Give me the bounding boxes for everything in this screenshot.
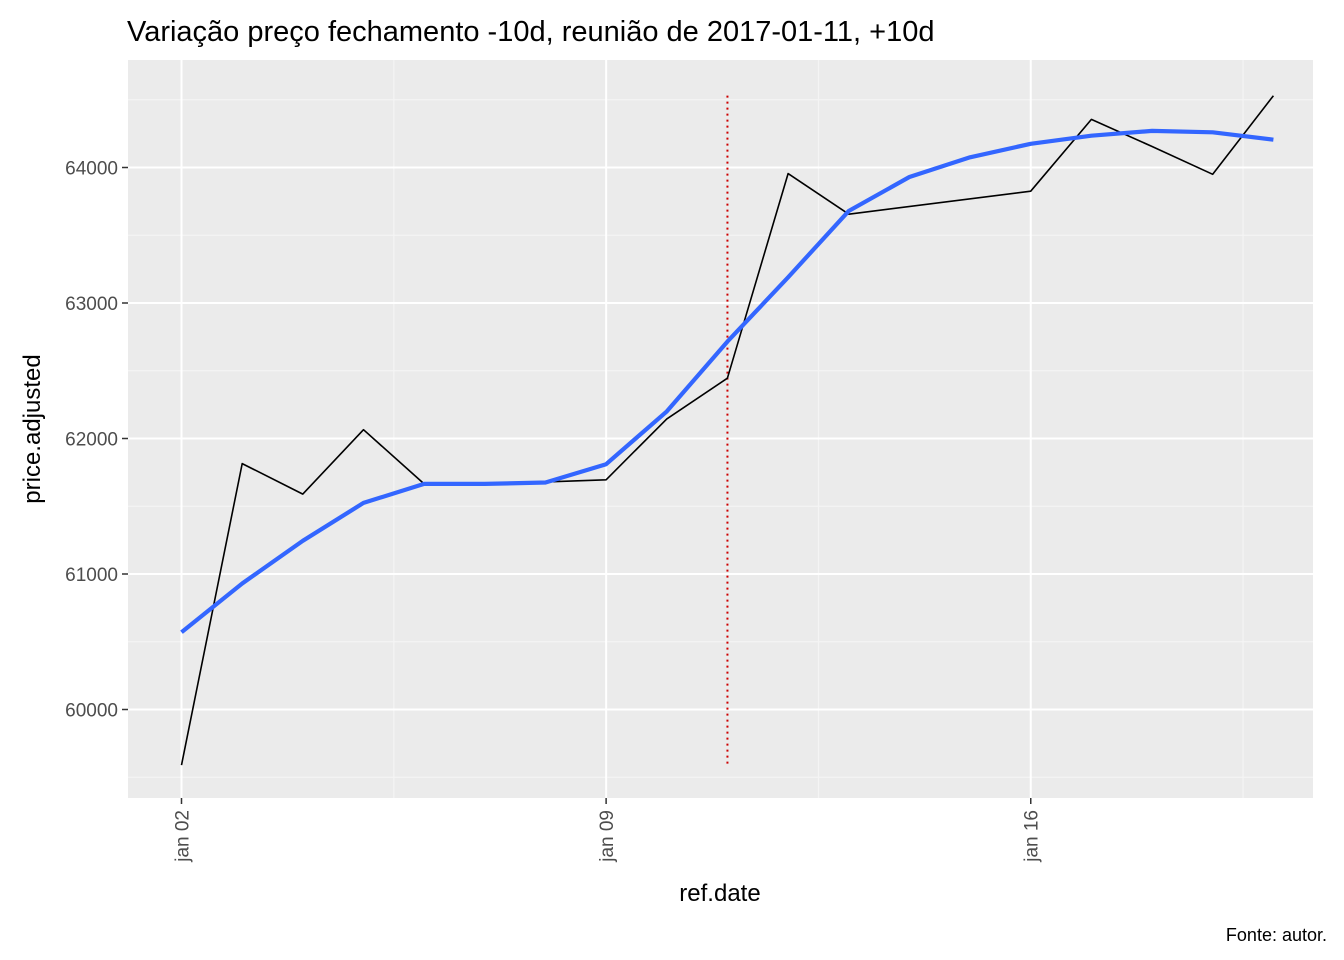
x-tick-label: jan 16 [1022, 810, 1043, 863]
x-tick-label: jan 09 [597, 810, 618, 863]
chart-title: Variação preço fechamento -10d, reunião … [127, 16, 934, 48]
chart-caption: Fonte: autor. [1226, 925, 1327, 945]
price-line [180, 95, 1275, 766]
smooth-line [180, 128, 1274, 634]
grid-minor [128, 60, 1313, 798]
plot-panel [128, 60, 1313, 798]
grid-major [128, 60, 1313, 798]
y-axis: 60000 61000 62000 63000 64000 [65, 159, 128, 722]
y-axis-title: price.adjusted [19, 354, 46, 503]
y-tick-label: 64000 [65, 159, 118, 180]
x-tick-label: jan 02 [173, 810, 194, 863]
y-tick-label: 60000 [65, 701, 118, 722]
y-tick-label: 62000 [65, 430, 118, 451]
x-axis-title: ref.date [679, 880, 760, 907]
y-tick-label: 63000 [65, 294, 118, 315]
series-layer [180, 95, 1275, 766]
x-axis: jan 02 jan 09 jan 16 [173, 798, 1043, 863]
y-tick-label: 61000 [65, 565, 118, 586]
